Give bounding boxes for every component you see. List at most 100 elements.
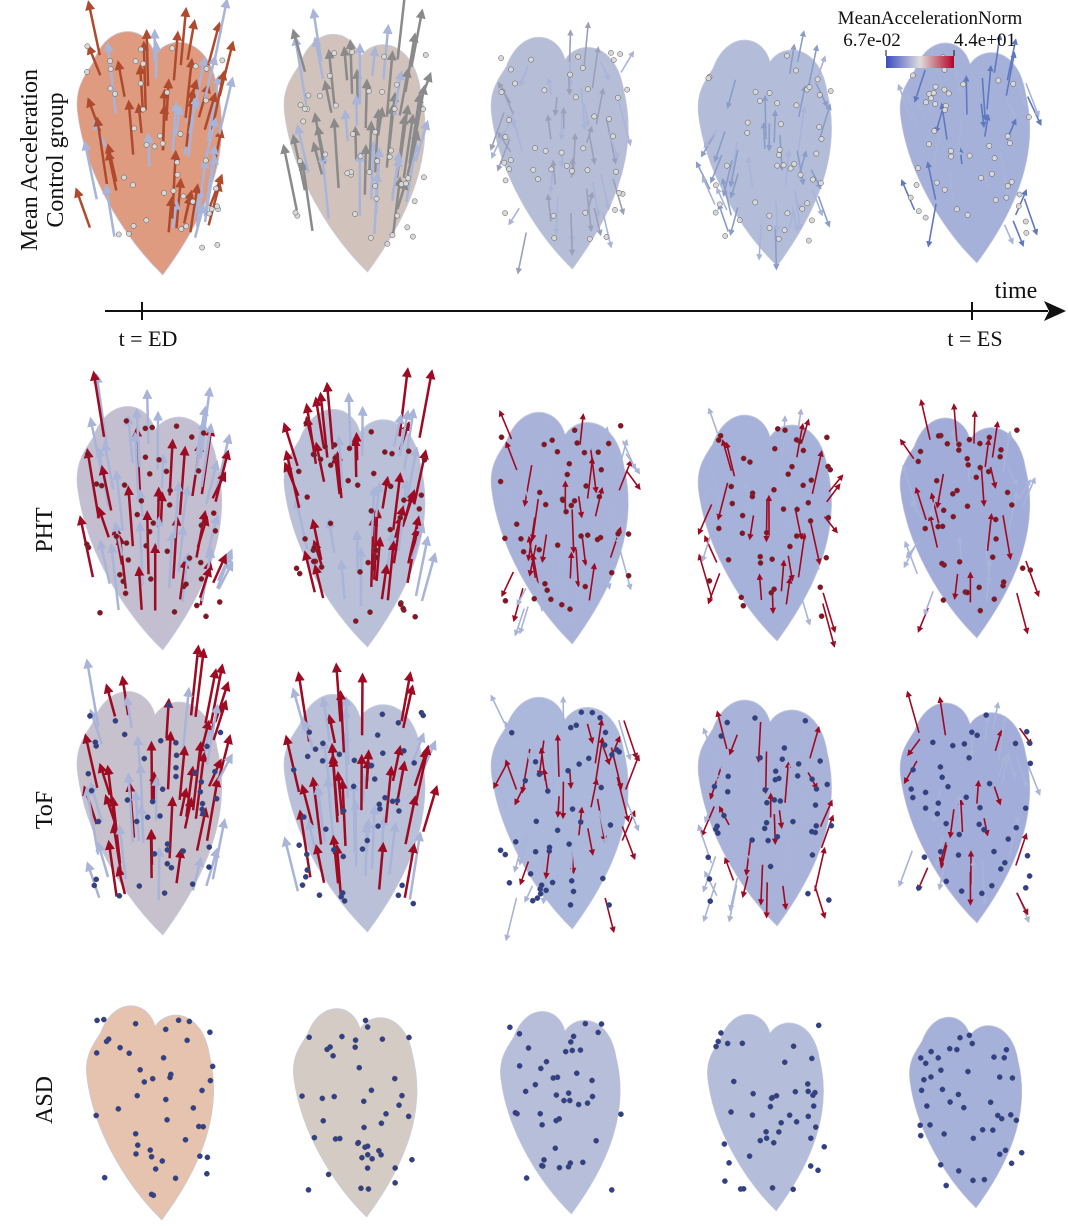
landmark-point xyxy=(715,1038,722,1045)
landmark-point xyxy=(922,1060,929,1067)
landmark-point xyxy=(579,64,586,71)
landmark-point xyxy=(768,589,775,596)
landmark-point xyxy=(302,536,308,542)
landmark-point xyxy=(107,85,114,92)
landmark-point xyxy=(586,236,593,242)
landmark-point xyxy=(740,602,747,609)
vector-arrow xyxy=(588,134,597,165)
landmark-point xyxy=(994,1112,1001,1119)
landmark-point xyxy=(542,501,549,508)
landmark-point xyxy=(360,1098,367,1105)
landmark-point xyxy=(549,879,556,886)
landmark-point xyxy=(794,773,801,779)
landmark-point xyxy=(825,514,832,521)
landmark-point xyxy=(375,823,381,829)
vector-arrow xyxy=(901,464,917,506)
vector-arrow xyxy=(957,798,965,833)
vector-arrow xyxy=(179,787,190,817)
vector-arrow xyxy=(332,843,343,898)
vector-arrow xyxy=(212,699,229,741)
landmark-point xyxy=(986,142,993,149)
vector-arrow xyxy=(156,491,167,524)
vector-arrow xyxy=(797,84,808,117)
landmark-point xyxy=(765,837,771,844)
landmark-point xyxy=(420,106,427,112)
landmark-point xyxy=(358,1185,364,1192)
landmark-point xyxy=(537,890,544,897)
vector-arrow xyxy=(986,512,995,551)
heart-surface xyxy=(293,1008,418,1218)
landmark-point xyxy=(403,180,409,187)
landmark-point xyxy=(776,152,782,158)
landmark-point xyxy=(575,1101,582,1108)
vector-arrow xyxy=(124,99,135,155)
vector-arrow xyxy=(217,548,233,582)
vector-arrow xyxy=(505,441,518,471)
vector-arrow xyxy=(989,466,998,489)
landmark-point xyxy=(350,783,357,790)
landmark-point xyxy=(585,755,592,762)
vector-arrow xyxy=(946,169,954,202)
vector-arrow xyxy=(600,60,610,82)
landmark-point xyxy=(112,90,118,97)
landmark-point xyxy=(498,89,505,95)
vector-arrow xyxy=(769,593,777,615)
landmark-point xyxy=(1008,179,1015,185)
vector-arrow xyxy=(788,43,797,74)
landmark-point xyxy=(97,609,103,616)
vector-arrow xyxy=(747,827,755,863)
landmark-point xyxy=(317,93,323,99)
landmark-point xyxy=(718,1030,724,1036)
heart-rendering xyxy=(899,702,1031,924)
vector-arrow xyxy=(188,95,201,134)
landmark-point xyxy=(522,777,529,784)
landmark-point xyxy=(922,525,929,532)
vector-arrow xyxy=(1014,189,1028,216)
landmark-point xyxy=(1015,203,1022,209)
landmark-point xyxy=(569,1047,576,1054)
landmark-point xyxy=(541,1157,547,1163)
landmark-point xyxy=(332,102,339,109)
vector-arrow xyxy=(598,810,609,845)
landmark-point xyxy=(913,182,920,188)
landmark-point xyxy=(805,1113,812,1120)
vector-arrow xyxy=(418,369,436,438)
landmark-point xyxy=(928,1048,934,1055)
vector-arrow xyxy=(489,112,505,151)
landmark-point xyxy=(354,482,361,488)
landmark-point xyxy=(908,786,915,792)
vector-arrow xyxy=(281,836,300,892)
colorbar-min: 6.7e-02 xyxy=(843,30,901,51)
vector-arrow xyxy=(165,196,176,233)
landmark-point xyxy=(922,214,929,221)
landmark-point xyxy=(769,1185,776,1191)
landmark-point xyxy=(767,863,774,870)
landmark-point xyxy=(143,141,150,148)
landmark-point xyxy=(817,584,824,591)
vector-arrow xyxy=(139,40,150,111)
vector-arrow xyxy=(717,203,729,232)
landmark-point xyxy=(422,52,429,58)
landmark-point xyxy=(339,890,346,896)
vector-arrow xyxy=(716,482,729,521)
heart-surface xyxy=(909,1016,1023,1209)
landmark-point xyxy=(1010,80,1017,87)
landmark-point xyxy=(1004,133,1011,140)
landmark-point xyxy=(766,212,773,219)
vector-arrow xyxy=(85,861,101,899)
landmark-point xyxy=(327,462,334,469)
landmark-point xyxy=(956,558,963,565)
row-label: Mean Acceleration Control group xyxy=(17,69,69,251)
landmark-point xyxy=(582,583,589,590)
landmark-point xyxy=(399,882,405,889)
vector-arrow xyxy=(112,469,125,532)
landmark-point xyxy=(750,1090,756,1097)
landmark-point xyxy=(797,171,804,178)
landmark-point xyxy=(389,450,395,457)
vector-arrow xyxy=(695,161,711,190)
end-label: t = ES xyxy=(947,326,1002,351)
landmark-point xyxy=(553,1117,559,1124)
landmark-point xyxy=(197,559,204,566)
landmark-point xyxy=(123,418,130,424)
landmark-point xyxy=(725,773,732,780)
